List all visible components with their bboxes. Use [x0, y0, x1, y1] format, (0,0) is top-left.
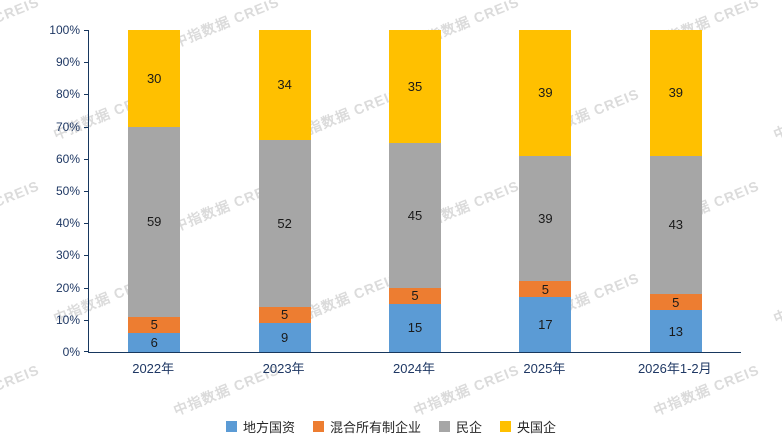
segment-央国企: 35: [389, 30, 441, 143]
legend-swatch: [312, 421, 324, 432]
x-axis-label: 2025年: [523, 361, 566, 376]
x-axis-label: 2022年: [132, 361, 175, 376]
segment-value-label: 9: [280, 330, 289, 346]
x-axis-labels: 2022年 2023年 2024年 2025年 2026年1-2月: [88, 358, 740, 380]
y-axis-tick-mark: [84, 255, 89, 257]
segment-value-label: 5: [150, 317, 158, 333]
segment-value-label: 39: [668, 85, 684, 101]
legend-swatch: [225, 421, 237, 432]
segment-央国企: 39: [649, 30, 702, 156]
y-axis-tick-mark: [84, 223, 89, 225]
y-axis-tick-mark: [84, 158, 89, 160]
segment-value-label: 30: [146, 70, 162, 86]
segment-value-label: 35: [407, 78, 423, 94]
y-axis-tick-mark: [84, 287, 89, 289]
y-axis-tick-mark: [84, 94, 89, 96]
segment-地方国资: 13: [649, 310, 702, 352]
y-axis-tick-label: 100%: [49, 23, 80, 37]
segment-value-label: 5: [672, 294, 680, 310]
bar-2026年1-2月: 13 5 43 39: [649, 30, 702, 352]
segment-value-label: 52: [277, 215, 292, 231]
legend-label: 民企: [456, 420, 483, 435]
watermark-text: 中指数据 CREIS: [0, 361, 42, 418]
segment-value-label: 45: [407, 207, 423, 223]
segment-value-label: 39: [538, 210, 553, 226]
legend-swatch: [439, 421, 450, 432]
y-axis-tick-label: 40%: [55, 216, 80, 231]
segment-混合所有制企业: 5: [128, 316, 181, 333]
y-axis-tick-mark: [84, 62, 89, 64]
segment-value-label: 5: [541, 281, 549, 297]
segment-民企: 45: [389, 142, 441, 288]
segment-地方国资: 6: [128, 332, 181, 352]
y-axis-tick-label: 20%: [55, 280, 80, 295]
legend-label: 央国企: [517, 420, 557, 435]
bars-container: 6 5 59 30 9 5 52 34 15 5 45 35 17 5 39 39 13 5 43 39: [89, 30, 741, 352]
segment-value-label: 15: [407, 320, 423, 336]
y-axis-tick-label: 50%: [55, 184, 80, 198]
segment-混合所有制企业: 5: [258, 306, 311, 324]
legend-item-混合所有制企业: 混合所有制企业: [312, 417, 421, 436]
legend-swatch: [500, 421, 512, 432]
legend-label: 混合所有制企业: [329, 420, 421, 435]
segment-value-label: 5: [411, 288, 419, 304]
watermark-text: 中指数据 CREIS: [771, 85, 782, 143]
segment-value-label: 39: [538, 85, 553, 101]
segment-民企: 52: [258, 139, 311, 307]
legend: 地方国资 混合所有制企业 民企 央国企: [0, 417, 782, 436]
y-axis-tick-mark: [84, 191, 89, 192]
segment-混合所有制企业: 5: [649, 294, 702, 311]
segment-民企: 59: [128, 126, 181, 317]
y-axis-tick-mark: [84, 319, 89, 321]
segment-value-label: 5: [280, 307, 289, 323]
y-axis-tick-label: 0%: [62, 345, 80, 359]
segment-value-label: 13: [668, 323, 684, 339]
y-axis-tick-mark: [84, 126, 89, 128]
y-axis-tick-label: 60%: [55, 151, 80, 166]
segment-混合所有制企业: 5: [389, 287, 441, 304]
bar-2024年: 15 5 45 35: [389, 30, 441, 352]
segment-value-label: 59: [146, 214, 162, 230]
segment-央国企: 34: [258, 30, 311, 140]
y-axis-tick-mark: [84, 30, 89, 31]
y-axis-tick-label: 90%: [55, 55, 80, 70]
bar-2022年: 6 5 59 30: [128, 30, 181, 352]
legend-label: 地方国资: [242, 420, 295, 435]
x-axis-label: 2024年: [393, 361, 435, 376]
segment-央国企: 30: [128, 30, 181, 127]
bar-2025年: 17 5 39 39: [519, 30, 572, 352]
segment-value-label: 43: [668, 217, 684, 233]
watermark-text: 中指数据 CREIS: [771, 269, 782, 327]
legend-item-民企: 民企: [439, 417, 482, 436]
watermark-text: 中指数据 CREIS: [0, 177, 42, 234]
y-axis-tick-label: 70%: [55, 119, 80, 134]
plot-area: 0% 10% 20% 30% 40% 50% 60% 70% 80% 90% 100% 6 5 59 30…: [49, 24, 741, 358]
y-axis-tick-label: 80%: [55, 87, 80, 102]
bar-2023年: 9 5 52 34: [258, 30, 311, 352]
legend-item-央国企: 央国企: [500, 417, 556, 436]
legend-item-地方国资: 地方国资: [225, 417, 295, 436]
segment-value-label: 6: [150, 334, 158, 350]
y-axis-tick-label: 10%: [55, 312, 80, 327]
segment-混合所有制企业: 5: [519, 281, 572, 298]
segment-value-label: 17: [538, 317, 553, 333]
segment-value-label: 34: [277, 77, 292, 93]
x-axis-label: 2026年1-2月: [637, 361, 712, 376]
segment-地方国资: 9: [258, 323, 311, 352]
segment-地方国资: 17: [519, 297, 572, 352]
y-axis-tick-mark: [84, 351, 89, 352]
segment-民企: 39: [519, 155, 572, 282]
y-axis-tick-label: 30%: [55, 248, 80, 263]
segment-地方国资: 15: [389, 303, 441, 352]
segment-央国企: 39: [519, 30, 572, 156]
x-axis-label: 2023年: [262, 361, 305, 376]
segment-民企: 43: [649, 155, 702, 295]
watermark-text: 中指数据 CREIS: [0, 0, 42, 51]
